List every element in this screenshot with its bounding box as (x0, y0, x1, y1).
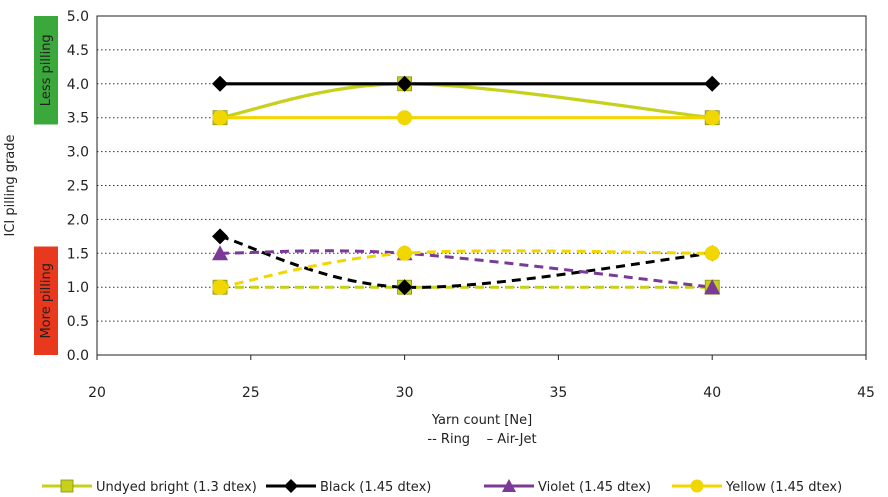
data-point (704, 75, 721, 92)
data-point (704, 279, 721, 295)
data-point (212, 110, 228, 126)
legend-label: Violet (1.45 dtex) (538, 480, 651, 495)
series-line (219, 82, 713, 120)
x-axis-sublabel: -- Ring – Air-Jet (427, 432, 536, 447)
x-tick-label: 20 (88, 385, 106, 401)
y-tick-label: 2.0 (67, 212, 89, 228)
y-tick-label: 3.0 (67, 145, 89, 161)
band-upper (34, 16, 58, 125)
y-tick-label: 4.0 (67, 77, 89, 93)
plot-frame (96, 15, 867, 356)
legend-label: Undyed bright (1.3 dtex) (96, 480, 257, 495)
legend-marker (284, 479, 298, 493)
data-point (704, 245, 720, 261)
y-tick-label: 5.0 (67, 9, 89, 25)
series-line (220, 249, 713, 289)
series-line (219, 249, 713, 289)
data-point (397, 110, 413, 126)
y-tick-label: 1.0 (67, 280, 89, 296)
x-tick-label: 45 (857, 385, 875, 401)
x-tick-label: 40 (703, 385, 721, 401)
band-lower (34, 246, 58, 355)
y-axis-label: ICI pilling grade (3, 134, 18, 236)
data-point (212, 279, 228, 295)
legend: Undyed bright (1.3 dtex) Black (1.45 dtex… (42, 479, 842, 495)
legend-marker (690, 479, 704, 493)
y-tick-label: 3.5 (67, 111, 89, 127)
y-tick-label: 1.5 (67, 246, 89, 262)
data-point (397, 245, 413, 261)
legend-marker (502, 479, 516, 492)
x-tick-label: 25 (242, 385, 260, 401)
band-upper-label: Less pilling (39, 34, 54, 106)
y-tick-label: 4.5 (67, 43, 89, 59)
x-tick-labels: 20 25 30 35 40 45 (88, 355, 875, 401)
legend-label: Black (1.45 dtex) (320, 480, 431, 495)
y-tick-label: 0.5 (67, 314, 89, 330)
data-point (212, 228, 229, 245)
legend-marker (60, 479, 74, 493)
grid-lines (97, 49, 866, 322)
x-axis-label: Yarn count [Ne] (431, 413, 532, 428)
data-point (212, 75, 229, 92)
x-tick-label: 35 (549, 385, 567, 401)
y-tick-label: 0.0 (67, 348, 89, 364)
x-tick-label: 30 (396, 385, 414, 401)
pilling-bands: Less pilling More pilling (34, 16, 58, 355)
series-line (219, 234, 713, 289)
marker-group (212, 75, 721, 296)
data-point (396, 279, 413, 296)
legend-label: Yellow (1.45 dtex) (725, 480, 842, 495)
data-point (704, 110, 720, 126)
y-tick-label: 2.5 (67, 179, 89, 195)
series-group (219, 82, 713, 289)
band-lower-label: More pilling (39, 263, 54, 339)
y-tick-labels: 0.0 0.5 1.0 1.5 2.0 2.5 3.0 3.5 4.0 4.5 5.0 (67, 9, 89, 364)
data-point (212, 245, 229, 261)
data-point (396, 75, 413, 92)
